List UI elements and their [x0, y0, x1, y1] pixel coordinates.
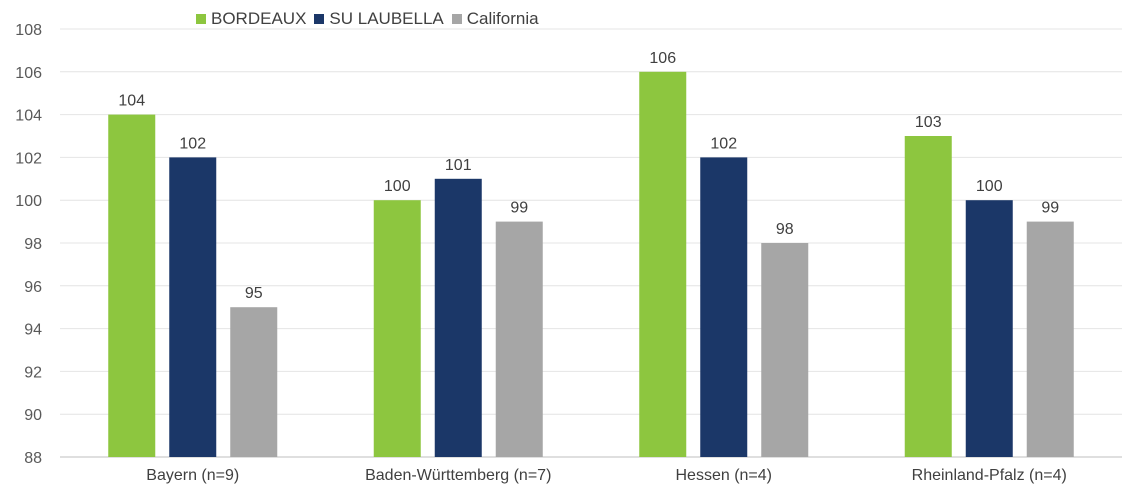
- x-category-label: Rheinland-Pfalz (n=4): [912, 467, 1067, 484]
- bar-su-laubella: [169, 157, 217, 457]
- bar-su-laubella: [700, 157, 748, 457]
- legend-label-bordeaux: BORDEAUX: [211, 9, 307, 28]
- data-label: 100: [976, 178, 1003, 195]
- legend-item-california: California: [451, 9, 539, 29]
- data-label: 106: [649, 50, 676, 67]
- legend-swatch-bordeaux: [196, 14, 206, 24]
- bar-su-laubella: [965, 200, 1013, 457]
- y-tick-label: 102: [15, 150, 42, 167]
- y-tick-label: 108: [15, 22, 42, 39]
- y-tick-label: 92: [24, 364, 42, 381]
- bar-bordeaux: [639, 71, 687, 458]
- data-label: 101: [445, 157, 472, 174]
- data-label: 103: [915, 114, 942, 131]
- x-axis: Bayern (n=9) Baden-Württemberg (n=7) Hesse…: [146, 467, 1067, 484]
- y-tick-label: 104: [15, 108, 42, 125]
- bar-california: [495, 221, 543, 457]
- data-label: 95: [245, 285, 263, 302]
- data-label: 102: [710, 135, 737, 152]
- bars: 104 102 95 100 101 99 106 102 98 103 100 99: [108, 50, 1074, 458]
- legend-swatch-su-laubella: [314, 14, 325, 24]
- bar-bordeaux: [373, 200, 421, 457]
- y-tick-label: 90: [24, 407, 42, 424]
- y-tick-label: 100: [15, 193, 42, 210]
- legend-swatch-california: [451, 14, 462, 24]
- bar-su-laubella: [434, 178, 482, 458]
- y-axis: 88 90 92 94 96 98 100 102 104 106 108: [15, 22, 42, 467]
- gridlines: [60, 28, 1122, 458]
- data-label: 98: [776, 221, 794, 238]
- y-tick-label: 88: [24, 450, 42, 467]
- bar-california: [761, 243, 809, 457]
- legend-label-california: California: [466, 9, 539, 28]
- y-tick-label: 106: [15, 65, 42, 82]
- y-tick-label: 98: [24, 236, 42, 253]
- data-label: 104: [118, 93, 145, 110]
- bar-california: [230, 307, 278, 457]
- bar-california: [1026, 221, 1074, 457]
- data-label: 102: [179, 135, 206, 152]
- legend-item-bordeaux: BORDEAUX: [196, 9, 306, 29]
- x-category-label: Bayern (n=9): [146, 467, 239, 484]
- data-label: 99: [510, 200, 528, 217]
- y-tick-label: 94: [24, 322, 42, 339]
- bar-bordeaux: [904, 136, 952, 457]
- x-category-label: Baden-Württemberg (n=7): [365, 467, 551, 484]
- legend-label-su-laubella: SU LAUBELLA: [329, 9, 444, 28]
- data-label: 99: [1041, 200, 1059, 217]
- bar-bordeaux: [108, 114, 156, 457]
- x-category-label: Hessen (n=4): [676, 467, 773, 484]
- chart-legend: BORDEAUX SU LAUBELLA California: [196, 9, 547, 29]
- y-tick-label: 96: [24, 279, 42, 296]
- data-label: 100: [384, 178, 411, 195]
- legend-item-su-laubella: SU LAUBELLA: [314, 9, 444, 29]
